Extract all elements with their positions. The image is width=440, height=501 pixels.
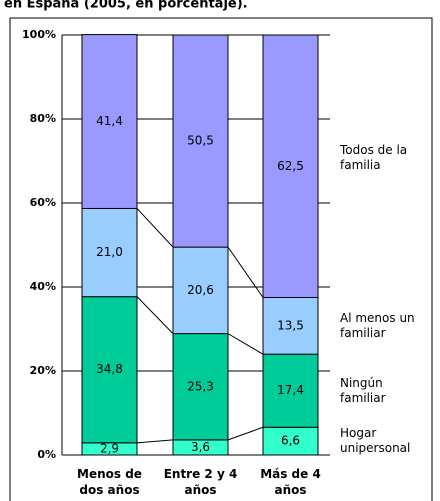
series-line [227, 426, 264, 441]
bar-segment [262, 34, 319, 298]
series-line [227, 333, 264, 355]
value-label: 21,0 [96, 245, 123, 259]
value-label: 2,9 [100, 441, 119, 455]
value-label: 34,8 [96, 362, 123, 376]
legend-label: Todos de la familia [340, 143, 408, 173]
series-line [136, 296, 174, 334]
bar-segment [81, 296, 138, 444]
x-tick-label: Más de 4 años [260, 467, 321, 497]
bar-segment [81, 207, 138, 298]
legend-label: Al menos un familiar [340, 310, 415, 340]
legend-label: Hogar unipersonal [340, 426, 411, 456]
bar-segment [172, 333, 229, 441]
y-tick-label: 40% [30, 280, 56, 293]
y-tick-label: 80% [30, 112, 56, 125]
chart-title: en España (2005, en porcentaje). [4, 0, 248, 12]
series-line [136, 208, 174, 248]
bar-segment [172, 34, 229, 248]
x-tick-label: Entre 2 y 4 años [163, 467, 238, 497]
value-label: 6,6 [281, 434, 300, 448]
bar-segment [262, 353, 319, 428]
y-tick-label: 0% [37, 448, 56, 461]
y-tick-label: 100% [22, 28, 56, 41]
bar-segment [172, 246, 229, 335]
series-line [136, 439, 174, 444]
value-label: 17,4 [277, 383, 304, 397]
legend-label: Ningún familiar [340, 375, 386, 405]
value-label: 20,6 [187, 283, 214, 297]
bar-segment [81, 34, 138, 209]
x-tick-label: Menos de dos años [77, 467, 142, 497]
y-tick-label: 20% [30, 364, 56, 377]
value-label: 41,4 [96, 114, 123, 128]
bar-segment [262, 297, 319, 355]
value-label: 62,5 [277, 159, 304, 173]
y-tick-label: 60% [30, 196, 56, 209]
bar-segment [262, 426, 319, 456]
value-label: 13,5 [277, 318, 304, 332]
value-label: 50,5 [187, 134, 214, 148]
frame [9, 17, 433, 501]
series-line [227, 246, 264, 298]
value-label: 25,3 [187, 379, 214, 393]
value-label: 3,6 [191, 440, 210, 454]
